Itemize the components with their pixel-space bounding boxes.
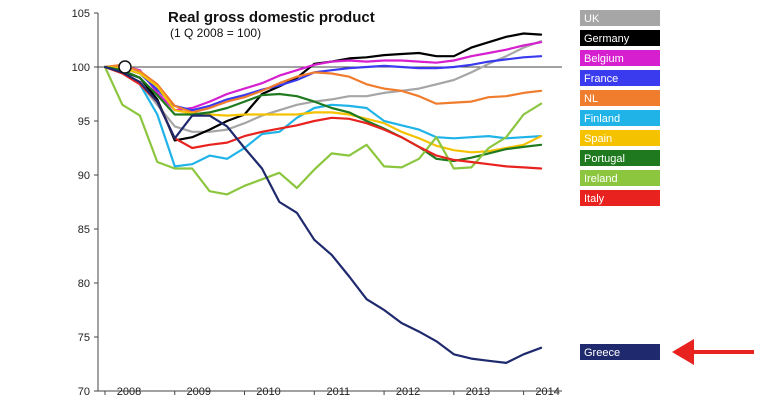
axes: 70 75 80 85 90 95 100 105 2008 2009 2010 2011 2012 20… <box>72 8 562 398</box>
legend-swatch <box>580 150 660 166</box>
chart-subtitle: (1 Q 2008 = 100) <box>170 26 261 40</box>
legend-label: Portugal <box>584 153 625 165</box>
legend-label: Finland <box>584 113 620 125</box>
x-tick-label: 2010 <box>256 386 280 398</box>
legend-swatch <box>580 344 660 360</box>
legend-label: Germany <box>584 33 630 45</box>
legend-item-greece: Greece <box>580 344 660 360</box>
legend-swatch <box>580 170 660 186</box>
series-line-italy <box>103 65 543 170</box>
legend-label: Italy <box>584 193 605 205</box>
legend-label: UK <box>584 13 600 25</box>
chart-title-group: Real gross domestic product (1 Q 2008 = … <box>168 9 375 40</box>
legend-label: Spain <box>584 133 612 145</box>
legend-swatch <box>580 130 660 146</box>
series-line-uk <box>103 39 543 133</box>
legend-swatch <box>580 10 660 26</box>
legend-item-spain: Spain <box>580 130 660 146</box>
series-line-germany <box>103 32 543 142</box>
legend-item-france: France <box>580 70 660 86</box>
y-tick-label: 90 <box>78 170 90 182</box>
legend-label: Belgium <box>584 53 624 65</box>
y-tick-label: 100 <box>72 62 90 74</box>
legend-item-uk: UK <box>580 10 660 26</box>
base-point-marker <box>118 60 132 74</box>
legend-item-ireland: Ireland <box>580 170 660 186</box>
y-tick-label: 85 <box>78 224 90 236</box>
series-line-nl <box>103 63 543 114</box>
annotation-layer <box>672 339 754 365</box>
series-line-portugal <box>103 65 543 163</box>
series-line-ireland <box>103 65 543 196</box>
legend-swatch <box>580 50 660 66</box>
series-line-greece <box>103 65 543 364</box>
legend-item-italy: Italy <box>580 190 660 206</box>
y-tick-label: 70 <box>78 386 90 398</box>
series-line-finland <box>103 65 543 168</box>
annotation-arrow-head <box>672 339 694 365</box>
x-tick-label: 2011 <box>326 386 350 398</box>
legend-swatch <box>580 30 660 46</box>
legend-item-portugal: Portugal <box>580 150 660 166</box>
series-line-spain <box>103 65 543 154</box>
legend-item-nl: NL <box>580 90 660 106</box>
legend-swatch <box>580 90 660 106</box>
legend-item-finland: Finland <box>580 110 660 126</box>
legend: UK Germany Belgium France NL Finland Spain Port… <box>580 10 660 360</box>
y-tick-label: 95 <box>78 116 90 128</box>
series-layer <box>103 32 543 364</box>
legend-label: Ireland <box>584 173 618 185</box>
legend-label: NL <box>584 93 598 105</box>
x-tick-label: 2014 <box>535 386 559 398</box>
x-tick-label: 2013 <box>466 386 490 398</box>
legend-swatch <box>580 110 660 126</box>
y-tick-label: 105 <box>72 8 90 20</box>
legend-item-belgium: Belgium <box>580 50 660 66</box>
legend-label: France <box>584 73 618 85</box>
legend-item-germany: Germany <box>580 30 660 46</box>
y-tick-label: 75 <box>78 332 90 344</box>
chart-title: Real gross domestic product <box>168 9 375 26</box>
legend-label: Greece <box>584 347 620 359</box>
x-tick-label: 2012 <box>396 386 420 398</box>
y-tick-label: 80 <box>78 278 90 290</box>
legend-swatch <box>580 70 660 86</box>
legend-swatch <box>580 190 660 206</box>
x-tick-label: 2008 <box>117 386 141 398</box>
x-tick-label: 2009 <box>187 386 211 398</box>
